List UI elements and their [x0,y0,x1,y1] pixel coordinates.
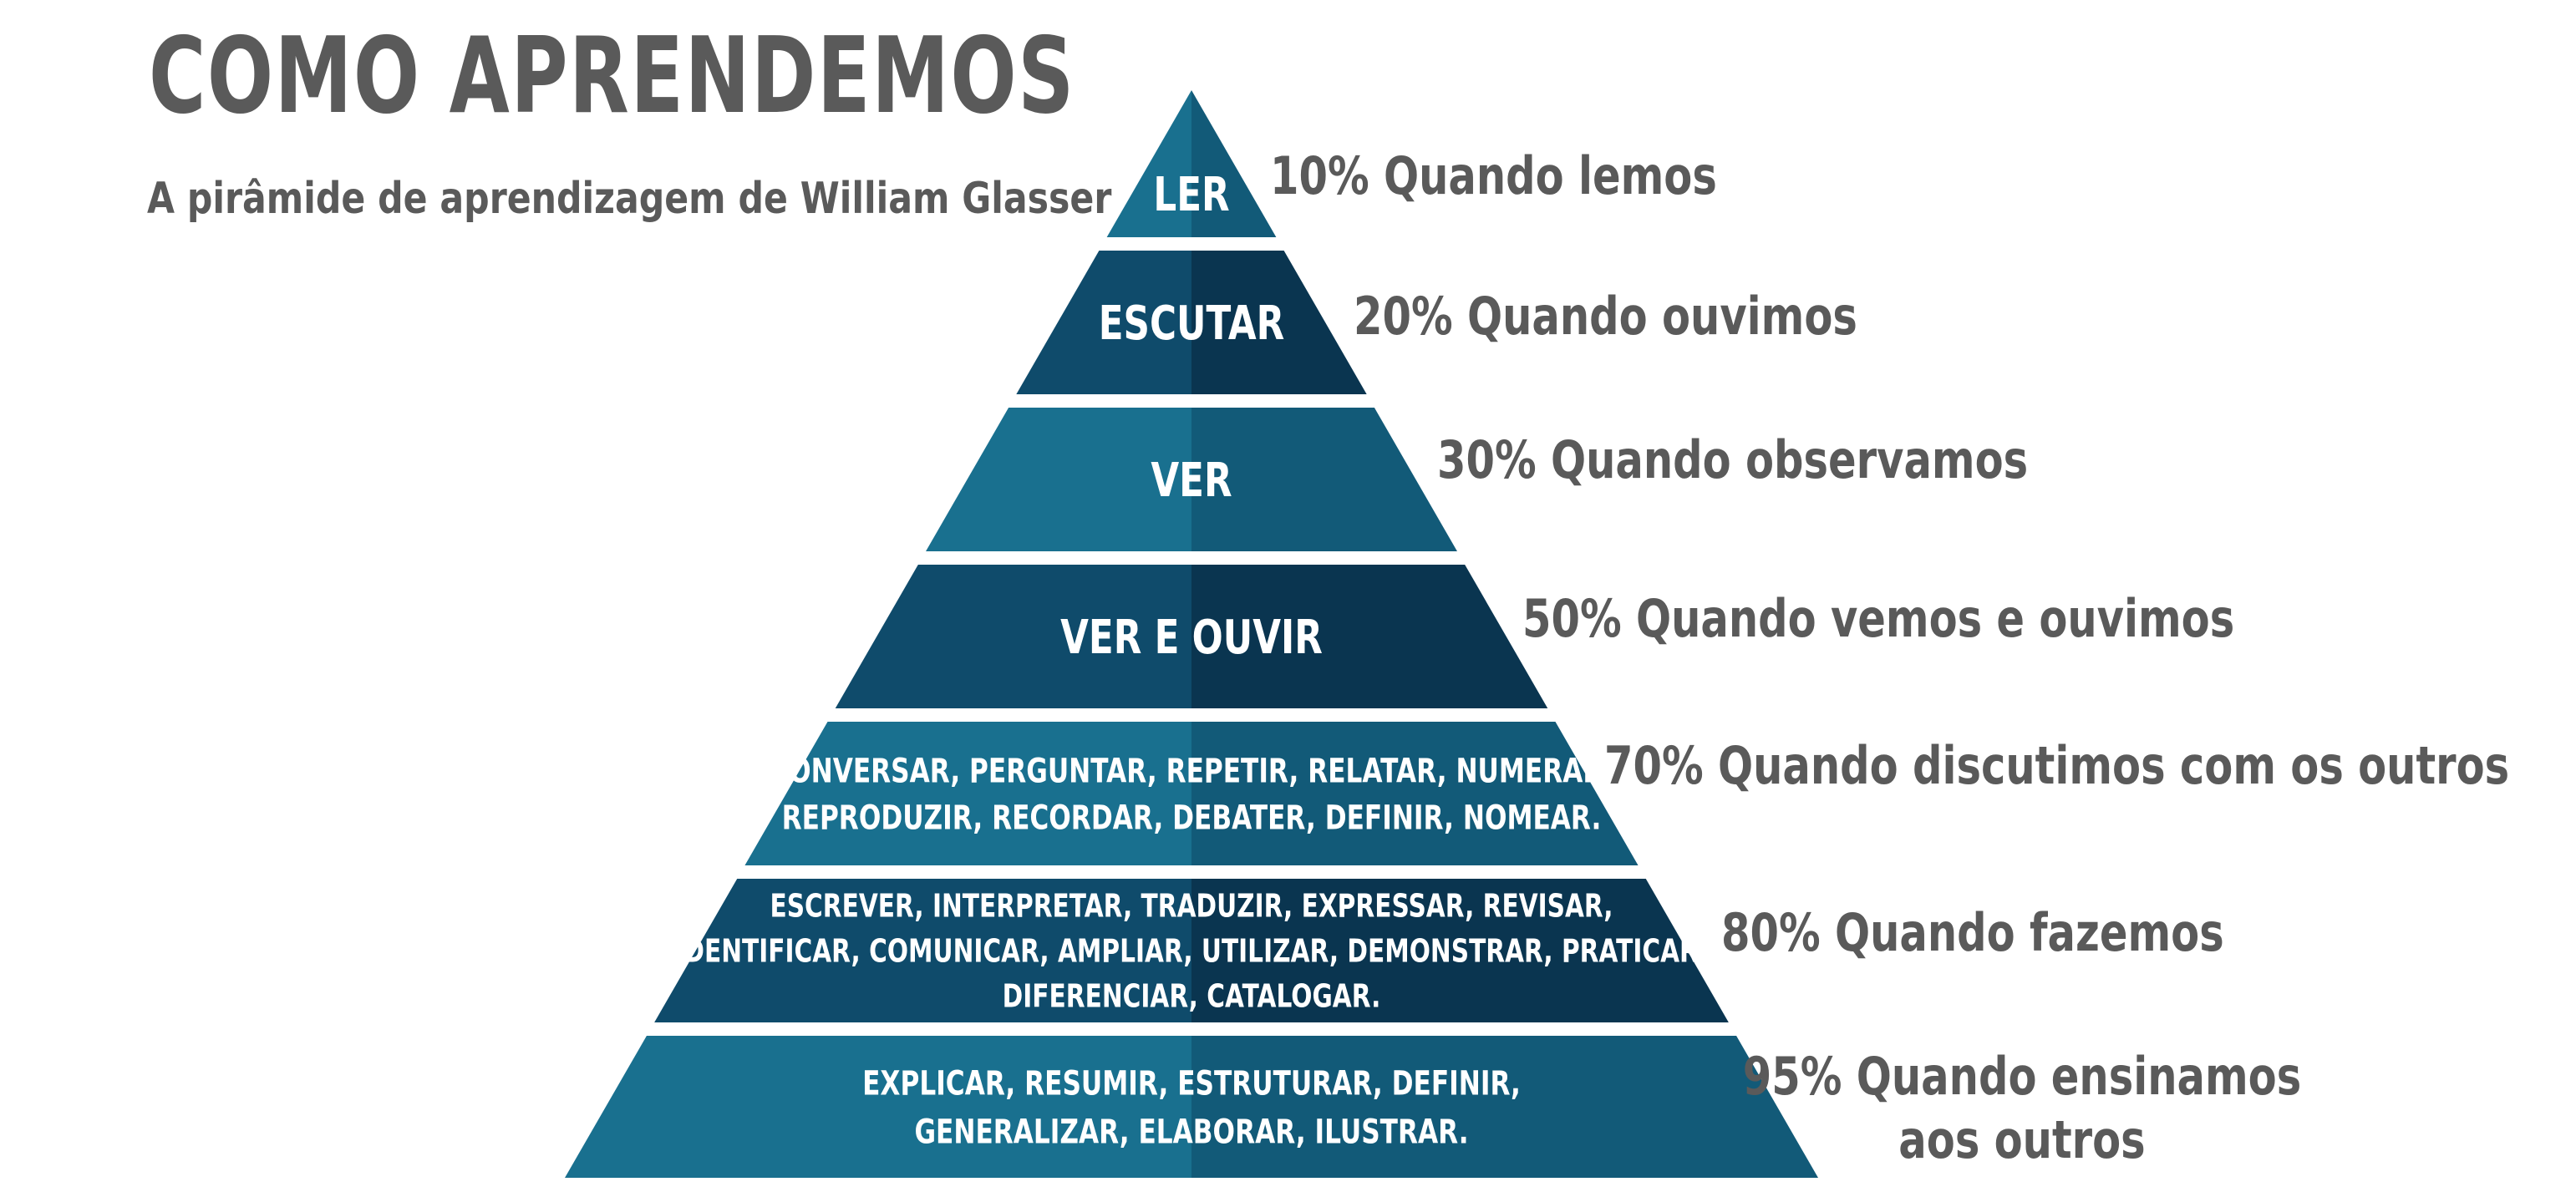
tier-label-line: DIFERENCIAR, CATALOGAR. [1003,978,1381,1016]
tier-left-half [1016,251,1191,394]
tier-label-line: VER [1151,453,1232,508]
pyramid-tier-7: EXPLICAR, RESUMIR, ESTRUTURAR, DEFINIR, G… [565,1036,1818,1178]
tier-label-line: GENERALIZAR, ELABORAR, ILUSTRAR. [914,1113,1468,1152]
tier-right-half [1191,408,1457,551]
tier-description: 70% Quando discutimos com os outros [1604,737,2509,797]
pyramid-tier-2: ESCUTAR [1016,251,1367,394]
tier-description: 80% Quando fazemos [1721,904,2224,964]
tier-description: 95% Quando ensinamos [1743,1047,2301,1108]
tier-label-line: CONVERSAR, PERGUNTAR, REPETIR, RELATAR, … [770,753,1613,791]
tier-right-half [1191,1036,1818,1178]
pyramid-tier-6: ESCREVER, INTERPRETAR, TRADUZIR, EXPRESS… [654,879,1729,1022]
pyramid-tier-5: CONVERSAR, PERGUNTAR, REPETIR, RELATAR, … [744,722,1639,865]
pyramid-tier-1: LER [1106,90,1277,237]
tier-left-half [565,1036,1191,1178]
tier-label-line: VER E OUVIR [1060,610,1323,665]
pyramid-tier-3: VER [926,408,1457,551]
tier-right-half [1191,722,1639,865]
tier-description: 30% Quando observamos [1437,431,2028,491]
tier-left-half [926,408,1191,551]
tier-description: 20% Quando ouvimos [1354,287,1857,347]
infographic-subtitle: A pirâmide de aprendizagem de William Gl… [147,174,1112,224]
tier-label-line: REPRODUZIR, RECORDAR, DEBATER, DEFINIR, … [782,799,1602,838]
tier-description: 50% Quando vemos e ouvimos [1522,590,2234,650]
tier-label-line: ESCUTAR [1099,296,1285,351]
tier-right-half [1191,565,1548,708]
infographic-title: COMO APRENDEMOS [149,14,1075,137]
tier-left-half [835,565,1191,708]
tier-label-line: ESCREVER, INTERPRETAR, TRADUZIR, EXPRESS… [770,888,1613,926]
tier-right-half [1191,879,1729,1022]
tier-description: aos outros [1898,1111,2145,1171]
tier-label-line: EXPLICAR, RESUMIR, ESTRUTURAR, DEFINIR, [862,1065,1521,1103]
tier-right-half [1191,251,1367,394]
tier-left-half [744,722,1191,865]
tier-left-half [654,879,1191,1022]
tier-right-half [1191,90,1277,237]
tier-label-line: IDENTIFICAR, COMUNICAR, AMPLIAR, UTILIZA… [674,933,1708,971]
tier-left-half [1106,90,1191,237]
tier-description: 10% Quando lemos [1270,147,1717,207]
tier-label-line: LER [1153,167,1229,222]
pyramid-tier-4: VER E OUVIR [835,565,1548,708]
